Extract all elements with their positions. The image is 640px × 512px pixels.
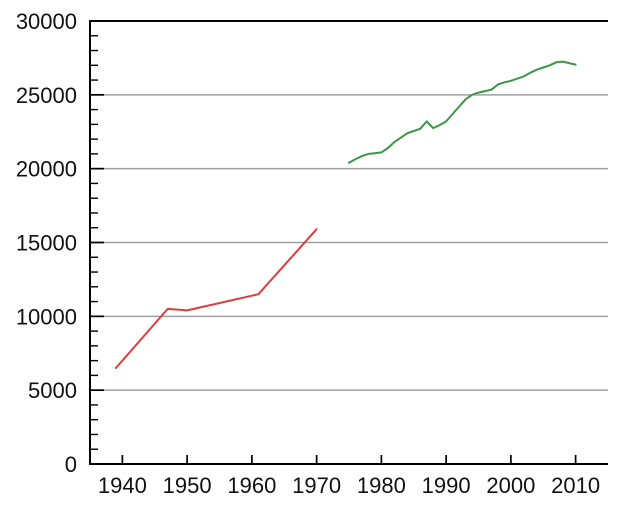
y-tick-label: 5000: [28, 378, 77, 403]
green-series-1975-2010-line: [348, 60, 577, 164]
gridlines-group: [90, 94, 608, 391]
x-tick-label: 2000: [486, 473, 535, 498]
red-series-1939-1970-line: [114, 228, 318, 369]
tick-labels-group: 0 5000 10000 15000 20000 25000 30000 1940 1950 19…: [16, 9, 600, 498]
y-tick-label: 0: [65, 452, 77, 477]
x-tick-label: 1970: [292, 473, 341, 498]
y-tick-label: 10000: [16, 304, 77, 329]
x-tick-label: 1950: [163, 473, 212, 498]
x-tick-label: 2010: [551, 473, 600, 498]
x-tick-label: 1940: [98, 473, 147, 498]
x-tick-label: 1960: [227, 473, 276, 498]
y-tick-label: 15000: [16, 231, 77, 256]
data-series-group: [114, 60, 577, 369]
x-tick-label: 1980: [357, 473, 406, 498]
x-tick-label: 1990: [422, 473, 471, 498]
y-tick-label: 25000: [16, 83, 77, 108]
tick-marks-group: [90, 20, 577, 465]
y-tick-label: 20000: [16, 157, 77, 182]
y-tick-label: 30000: [16, 9, 77, 34]
